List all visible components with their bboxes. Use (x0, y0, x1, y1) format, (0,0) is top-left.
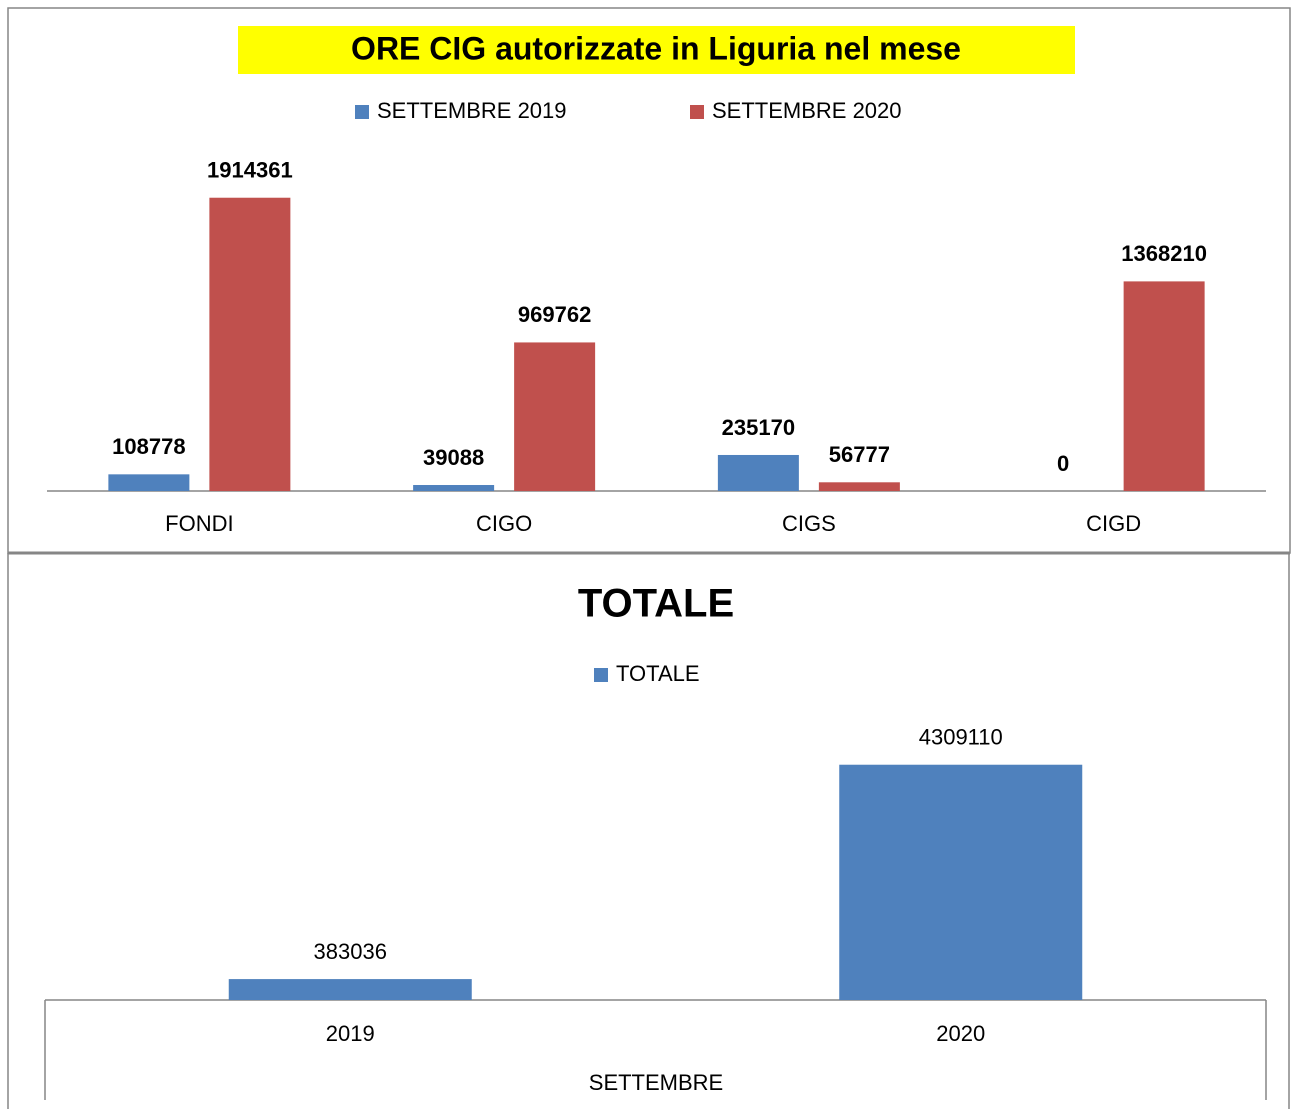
data-label: 56777 (829, 442, 890, 467)
bar (1123, 281, 1205, 491)
x-axis-title: SETTEMBRE (589, 1070, 723, 1095)
bar (514, 342, 596, 491)
x-tick-label: FONDI (165, 511, 233, 536)
legend-swatch (594, 668, 608, 682)
legend-label: SETTEMBRE 2019 (377, 98, 567, 123)
chart-frame (7, 7, 1291, 554)
legend-swatch (355, 105, 369, 119)
bar (818, 482, 900, 491)
chart-title: TOTALE (578, 582, 734, 626)
x-tick-label: 2019 (326, 1021, 375, 1046)
data-label: 108778 (112, 434, 185, 459)
bar (209, 197, 291, 491)
title-highlight (238, 26, 1075, 74)
data-label: 383036 (314, 939, 387, 964)
legend-swatch (690, 105, 704, 119)
legend-label: TOTALE (616, 661, 700, 686)
data-label: 0 (1057, 451, 1069, 476)
data-label: 235170 (722, 415, 795, 440)
bar (839, 764, 1083, 1000)
chart-title: ORE CIG autorizzate in Liguria nel mese (351, 30, 961, 66)
data-label: 4309110 (919, 725, 1003, 750)
x-tick-label: 2020 (936, 1021, 985, 1046)
x-tick-label: CIGS (782, 511, 836, 536)
x-tick-label: CIGD (1086, 511, 1141, 536)
legend-label: SETTEMBRE 2020 (712, 98, 902, 123)
bar (413, 485, 495, 491)
data-label: 39088 (423, 445, 484, 470)
bar (717, 454, 799, 491)
x-tick-label: CIGO (476, 511, 532, 536)
bar (228, 979, 472, 1000)
bar (108, 474, 190, 491)
data-label: 1914361 (207, 158, 293, 183)
data-label: 1368210 (1121, 241, 1207, 266)
data-label: 969762 (518, 302, 591, 327)
